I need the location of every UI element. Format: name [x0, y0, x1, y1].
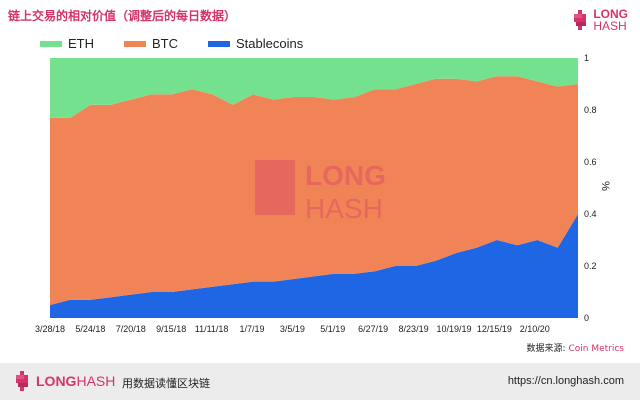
x-tick-label: 10/19/19	[436, 324, 471, 334]
watermark-mark	[255, 160, 295, 215]
area-stablecoins	[50, 214, 578, 318]
x-tick-label: 3/5/19	[280, 324, 305, 334]
x-axis-ticks: 3/28/18 5/24/18 7/20/18 9/15/18 11/11/18 1/7/…	[35, 324, 550, 334]
legend-label-btc: BTC	[152, 36, 178, 51]
legend-swatch-eth	[40, 40, 62, 47]
y-axis-label: %	[598, 181, 611, 191]
legend-item-stablecoins: Stablecoins	[208, 36, 303, 51]
footer-logo-long: LONG	[36, 373, 77, 389]
watermark: LONG HASH	[255, 160, 386, 224]
legend-swatch-btc	[124, 40, 146, 47]
legend: ETH BTC Stablecoins	[40, 36, 333, 51]
brand-word-long: LONG	[593, 7, 628, 21]
x-tick-label: 9/15/18	[156, 324, 186, 334]
footer-logo-hash: HASH	[76, 373, 116, 389]
footer-logo: LONGHASH	[14, 371, 115, 391]
x-tick-label: 6/27/19	[358, 324, 388, 334]
y-tick-label: 0.2	[584, 261, 597, 271]
x-tick-label: 5/24/18	[75, 324, 105, 334]
y-tick-label: 1	[584, 53, 589, 63]
x-tick-label: 12/15/19	[477, 324, 512, 334]
legend-item-btc: BTC	[124, 36, 178, 51]
chart-title: 链上交易的相对价值（调整后的每日数据）	[8, 9, 237, 23]
pixel-bird-icon	[574, 10, 587, 30]
source-label: 数据来源:	[526, 344, 566, 354]
legend-item-eth: ETH	[40, 36, 94, 51]
y-tick-label: 0	[584, 313, 589, 323]
footer-tagline: 用数据读懂区块链	[122, 377, 210, 390]
x-tick-label: 7/20/18	[116, 324, 146, 334]
watermark-text-long: LONG	[305, 160, 386, 191]
footer: LONGHASH 用数据读懂区块链 https://cn.longhash.co…	[0, 363, 640, 400]
watermark-text-hash: HASH	[305, 193, 383, 224]
x-tick-label: 3/28/18	[35, 324, 65, 334]
y-tick-label: 0.4	[584, 209, 597, 219]
x-tick-label: 11/11/18	[195, 324, 229, 334]
legend-label-eth: ETH	[68, 36, 94, 51]
y-axis-ticks: 0 0.2 0.4 0.6 0.8 1	[584, 53, 597, 323]
source-value: Coin Metrics	[568, 344, 624, 354]
legend-label-stablecoins: Stablecoins	[236, 36, 304, 51]
x-tick-label: 1/7/19	[239, 324, 264, 334]
area-eth	[50, 58, 578, 118]
area-btc	[50, 76, 578, 305]
brand-word-hash: HASH	[593, 19, 627, 33]
x-tick-label: 5/1/19	[320, 324, 345, 334]
y-tick-label: 0.6	[584, 157, 597, 167]
footer-logo-text: LONGHASH	[36, 373, 115, 389]
chart-areas	[50, 58, 578, 318]
legend-swatch-stablecoins	[208, 40, 230, 47]
y-tick-label: 0.8	[584, 105, 597, 115]
x-tick-label: 2/10/20	[520, 324, 550, 334]
x-tick-label: 8/23/19	[399, 324, 429, 334]
data-source: 数据来源: Coin Metrics	[527, 341, 624, 354]
brand-logo: LONG HASH	[572, 8, 628, 32]
pixel-bird-icon	[16, 371, 28, 391]
footer-url[interactable]: https://cn.longhash.com	[507, 375, 624, 387]
